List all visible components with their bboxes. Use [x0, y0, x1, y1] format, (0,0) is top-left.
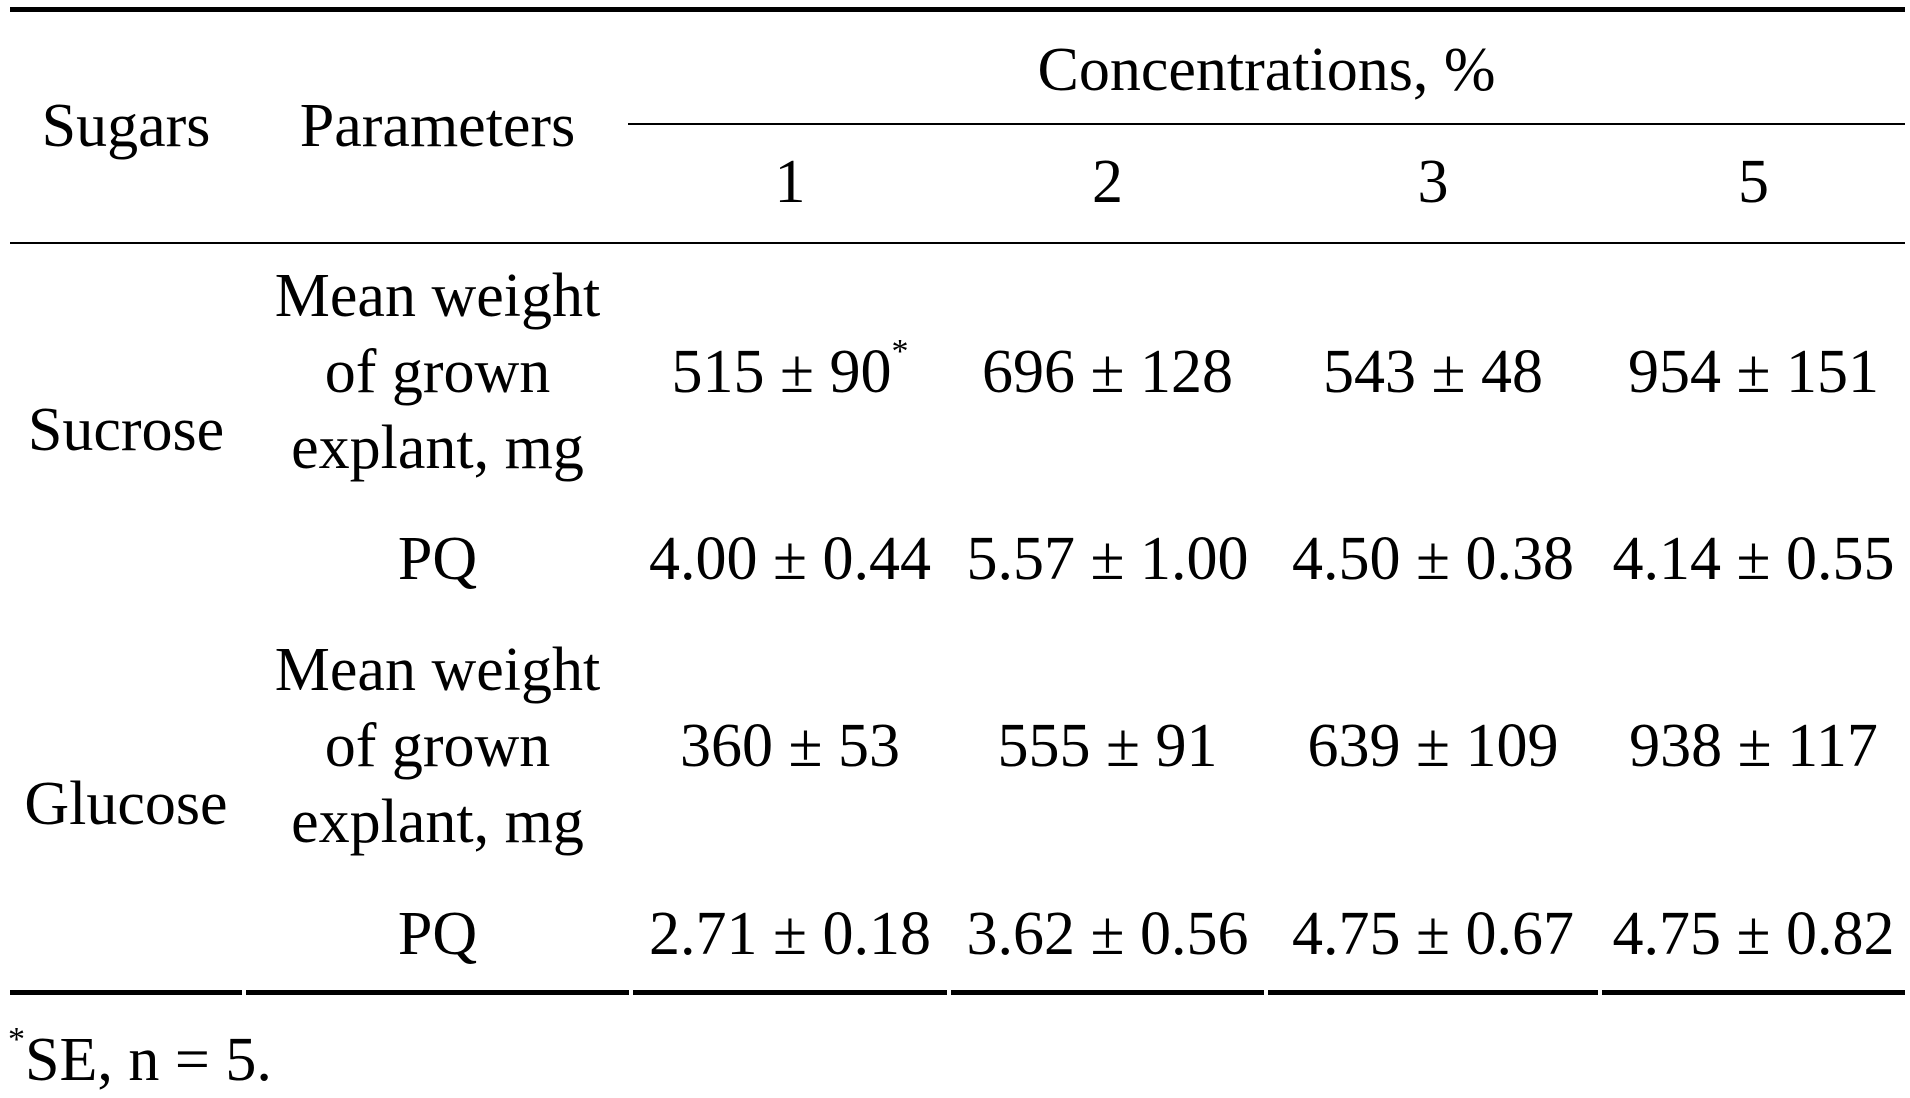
- param-line: explant, mg: [291, 788, 584, 856]
- header-bottom-rule: [10, 242, 1905, 244]
- param-mean-weight: Mean weight of grown explant, mg: [246, 632, 629, 860]
- footnote-text: SE, n = 5.: [25, 1026, 272, 1094]
- value-cell: 938 ± 117: [1629, 712, 1878, 780]
- param-mean-weight: Mean weight of grown explant, mg: [246, 258, 629, 486]
- value-cell: 954 ± 151: [1627, 338, 1880, 406]
- footnote-marker: *: [8, 1021, 25, 1059]
- bottom-rule-sugars: [10, 990, 242, 995]
- value-cell: 2.71 ± 0.18: [648, 900, 932, 968]
- value-cell: 3.62 ± 0.56: [966, 900, 1249, 968]
- header-col-1: 1: [774, 148, 806, 216]
- value-text: 515 ± 90: [671, 338, 892, 406]
- param-line: Mean weight: [274, 636, 601, 704]
- value-cell: 4.75 ± 0.67: [1291, 900, 1575, 968]
- value-cell: 5.57 ± 1.00: [966, 525, 1249, 593]
- header-concentrations: Concentrations, %: [1037, 36, 1496, 104]
- param-line: of grown: [324, 712, 551, 780]
- table-footnote: *SE, n = 5.: [8, 1022, 272, 1098]
- bottom-rule-col-1: [633, 990, 947, 995]
- value-cell: 543 ± 48: [1322, 338, 1544, 406]
- header-parameters: Parameters: [299, 92, 576, 160]
- sugar-glucose: Glucose: [24, 770, 228, 838]
- bottom-rule-col-3: [1268, 990, 1598, 995]
- footnote-marker: *: [891, 333, 909, 371]
- header-col-2: 2: [1092, 148, 1123, 216]
- value-cell: 515 ± 90*: [633, 334, 947, 410]
- value-cell: 4.00 ± 0.44: [648, 525, 932, 593]
- header-sugars: Sugars: [41, 92, 211, 160]
- param-line: Mean weight: [274, 262, 601, 330]
- value-cell: 639 ± 109: [1307, 712, 1559, 780]
- sugar-sucrose: Sucrose: [27, 396, 225, 464]
- concentrations-underline: [628, 123, 1905, 125]
- bottom-rule-parameters: [246, 990, 629, 995]
- param-pq: PQ: [397, 525, 478, 593]
- header-col-3: 3: [1417, 148, 1449, 216]
- bottom-rule-col-4: [1602, 990, 1905, 995]
- value-cell: 4.14 ± 0.55: [1612, 525, 1895, 593]
- value-cell: 696 ± 128: [981, 338, 1234, 406]
- value-cell: 4.50 ± 0.38: [1291, 525, 1575, 593]
- param-line: explant, mg: [291, 414, 584, 482]
- value-cell: 4.75 ± 0.82: [1612, 900, 1895, 968]
- value-cell: 555 ± 91: [997, 712, 1218, 780]
- value-cell: 360 ± 53: [679, 712, 901, 780]
- param-pq: PQ: [397, 900, 478, 968]
- top-rule: [10, 7, 1905, 12]
- bottom-rule-col-2: [951, 990, 1264, 995]
- param-line: of grown: [324, 338, 551, 406]
- header-col-4: 5: [1738, 148, 1769, 216]
